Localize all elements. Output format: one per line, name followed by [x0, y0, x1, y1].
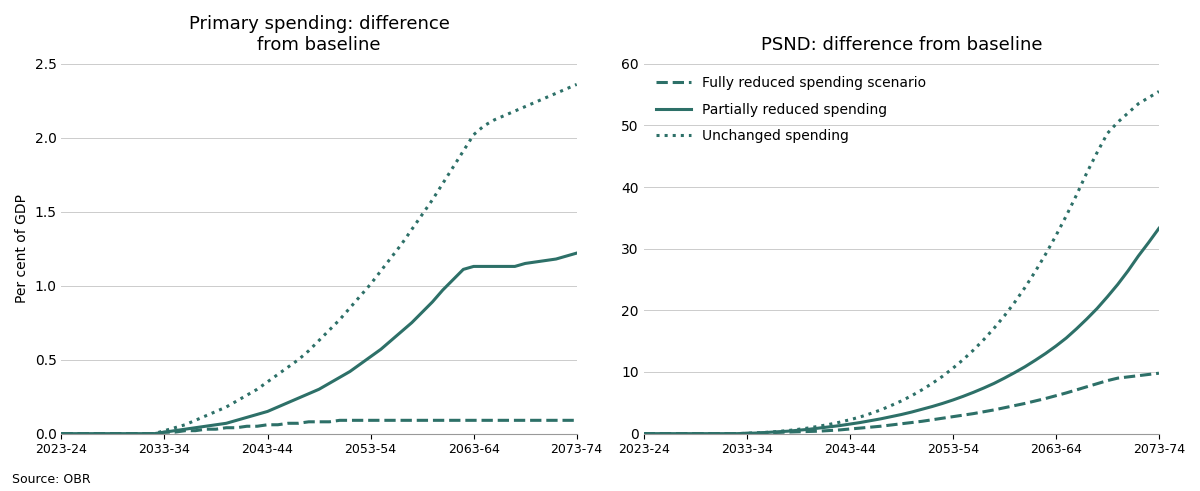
Y-axis label: Per cent of GDP: Per cent of GDP	[14, 194, 29, 303]
Text: Source: OBR: Source: OBR	[12, 473, 91, 486]
Title: Primary spending: difference
from baseline: Primary spending: difference from baseli…	[188, 15, 450, 54]
Title: PSND: difference from baseline: PSND: difference from baseline	[761, 36, 1042, 54]
Legend: Fully reduced spending scenario, Partially reduced spending, Unchanged spending: Fully reduced spending scenario, Partial…	[650, 71, 931, 149]
